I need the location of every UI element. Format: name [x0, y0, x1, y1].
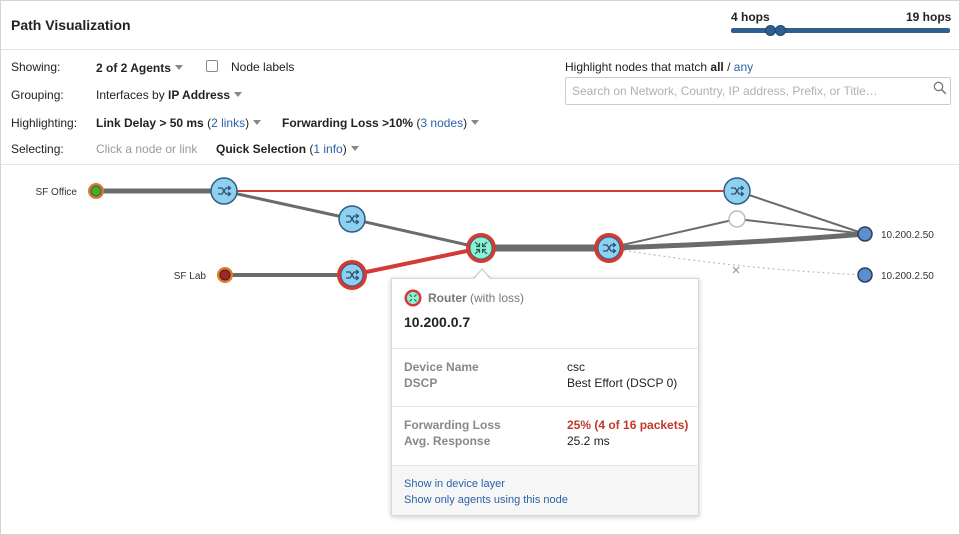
show-in-device-layer-link[interactable]: Show in device layer [404, 478, 505, 490]
quick-selection-value: Quick Selection [216, 142, 307, 156]
link-dropped[interactable] [608, 247, 866, 276]
controls-divider [1, 164, 959, 165]
device-name-value: csc [567, 360, 585, 374]
link[interactable] [351, 217, 482, 250]
forwarding-loss-dropdown[interactable]: Forwarding Loss >10% (3 nodes) [282, 116, 480, 130]
forwarding-loss-count[interactable]: 3 nodes [420, 116, 464, 130]
close-icon [732, 266, 740, 274]
router-node-loss[interactable] [594, 233, 624, 263]
highlight-match-label: Highlight nodes that match all / any [565, 60, 753, 74]
popup-arrow-fill [474, 270, 490, 279]
hops-slider-handle-max[interactable] [775, 25, 786, 36]
collapse-arrows-icon [474, 241, 488, 255]
chevron-down-icon [234, 92, 243, 97]
destination-node[interactable] [857, 267, 873, 283]
grouping-label: Grouping: [11, 88, 64, 102]
router-loss-icon [404, 289, 422, 307]
chevron-down-icon [174, 65, 183, 70]
link[interactable] [736, 218, 866, 235]
path-graph[interactable]: SF Office SF Lab [1, 165, 959, 535]
forwarding-loss-value: Forwarding Loss >10% [282, 116, 414, 130]
router-node[interactable] [338, 205, 366, 233]
highlighting-label: Highlighting: [11, 116, 78, 130]
match-any-option[interactable]: any [733, 60, 754, 74]
device-name-key: Device Name [404, 360, 479, 374]
node-info-popup: Router (with loss) 10.200.0.7 Device Nam… [391, 278, 699, 516]
link-delay-value: Link Delay > 50 ms [96, 116, 204, 130]
popup-node-type: Router (with loss) [428, 291, 524, 305]
page-title: Path Visualization [11, 17, 131, 33]
dscp-key: DSCP [404, 376, 438, 390]
node-labels-label[interactable]: Node labels [231, 60, 295, 74]
forwarding-loss-key: Forwarding Loss [404, 418, 501, 432]
chevron-down-icon [350, 146, 359, 151]
router-node[interactable] [723, 177, 751, 205]
search-icon[interactable] [933, 81, 947, 95]
agent-node-sf-office[interactable] [88, 183, 104, 199]
popup-footer: Show in device layer Show only agents us… [392, 465, 698, 515]
forwarding-loss-value: 25% (4 of 16 packets) [567, 418, 689, 432]
quick-selection-count[interactable]: 1 info [313, 142, 343, 156]
router-node[interactable] [210, 177, 238, 205]
popup-divider [392, 348, 698, 349]
avg-response-key: Avg. Response [404, 434, 491, 448]
link[interactable] [223, 189, 353, 221]
grouping-value: IP Address [168, 88, 231, 102]
selecting-hint: Click a node or link [96, 142, 198, 156]
showing-label: Showing: [11, 60, 61, 74]
popup-type-name: Router [428, 291, 467, 305]
destination-label: 10.200.2.50 [881, 230, 934, 241]
link-delay-dropdown[interactable]: Link Delay > 50 ms (2 links) [96, 116, 262, 130]
agent-node-sf-lab[interactable] [217, 267, 233, 283]
unknown-node[interactable] [728, 210, 746, 228]
path-links[interactable] [96, 188, 866, 277]
agent-label-sf-lab: SF Lab [174, 271, 207, 282]
agent-label-sf-office: SF Office [36, 187, 78, 198]
grouping-prefix: Interfaces by [96, 88, 169, 102]
selecting-label: Selecting: [11, 142, 64, 156]
node-labels-checkbox[interactable] [206, 60, 218, 72]
router-node-selected[interactable] [466, 233, 496, 263]
link[interactable] [736, 190, 866, 235]
popup-divider [392, 406, 698, 407]
chevron-down-icon [471, 120, 480, 125]
hops-max-label: 19 hops [906, 10, 952, 24]
search-input[interactable] [565, 77, 951, 105]
link[interactable] [608, 231, 866, 251]
destination-label: 10.200.2.50 [881, 271, 934, 282]
highlight-match-text: Highlight nodes that match [565, 60, 711, 74]
panel-header: Path Visualization 4 hops 19 hops [1, 1, 959, 50]
show-agents-using-node-link[interactable]: Show only agents using this node [404, 494, 568, 506]
hops-min-label: 4 hops [731, 10, 770, 24]
popup-type-note: (with loss) [470, 291, 525, 305]
match-separator: / [723, 60, 734, 74]
router-node-loss[interactable] [337, 260, 367, 290]
dscp-value: Best Effort (DSCP 0) [567, 376, 678, 390]
link-delay-count[interactable]: 2 links [211, 116, 246, 130]
grouping-dropdown[interactable]: Interfaces by IP Address [96, 88, 243, 102]
quick-selection-dropdown[interactable]: Quick Selection (1 info) [216, 142, 359, 156]
chevron-down-icon [253, 120, 262, 125]
match-all-option[interactable]: all [710, 60, 724, 74]
popup-ip-address: 10.200.0.7 [404, 314, 471, 330]
link[interactable] [608, 218, 738, 249]
destination-node[interactable] [857, 226, 873, 242]
link-delay-highlight[interactable] [351, 246, 482, 277]
agents-dropdown-value: 2 of 2 Agents [96, 61, 171, 75]
hops-range-slider[interactable] [731, 28, 950, 33]
avg-response-value: 25.2 ms [567, 434, 610, 448]
agents-dropdown[interactable]: 2 of 2 Agents [96, 61, 183, 75]
